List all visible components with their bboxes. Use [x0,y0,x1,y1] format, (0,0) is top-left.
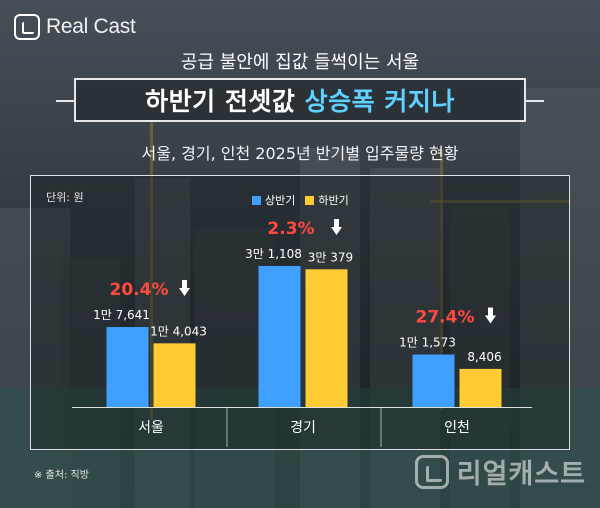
realcast-logo: Real Cast [14,14,136,40]
chart-caption: 서울, 경기, 인천 2025년 반기별 입주물량 현황 [141,144,459,163]
bar [258,266,301,407]
source-note: ※ 출처: 직방 [34,470,89,481]
title-part2: 상승폭 커지나 [304,87,455,116]
change-label: 2.3% [267,219,314,239]
bar [305,269,348,407]
unit-label: 단위: 원 [46,191,84,204]
bar-value-label: 3만 1,108 [245,247,302,261]
change-label: 20.4% [110,280,169,300]
title-part1: 하반기 전셋값 [145,87,296,116]
watermark-logo-icon [414,454,449,489]
down-arrow-icon [179,280,190,297]
bar-value-label: 3만 379 [308,250,353,264]
subtitle: 공급 불안에 집값 들썩이는 서울 [180,52,420,73]
legend-label-second-half: 하반기 [318,194,349,207]
bar-value-label: 1만 7,641 [93,308,150,322]
realcast-logo-icon [14,14,40,40]
legend-swatch-first-half [252,195,261,205]
bar [106,327,149,407]
title-box: 하반기 전셋값 상승폭 커지나 [56,78,544,122]
bar-value-label: 1만 1,573 [399,336,456,350]
down-arrow-icon [485,307,496,324]
category-label: 경기 [290,420,316,436]
page-title: 하반기 전셋값 상승폭 커지나 [145,82,455,118]
watermark-text: 리얼캐스트 [456,459,586,490]
legend-second-half: 하반기 [305,192,349,208]
category-label: 인천 [444,420,470,436]
watermark: 리얼캐스트 [414,452,586,491]
legend-label-first-half: 상반기 [265,194,296,207]
down-arrow-icon [331,219,342,235]
bar [412,354,455,407]
logo-text: Real Cast [46,15,136,38]
bar [459,368,502,407]
category-label: 서울 [138,420,164,436]
change-label: 27.4% [416,308,475,328]
bar-value-label: 1만 4,043 [150,324,207,338]
bar [153,343,196,407]
legend-swatch-second-half [305,195,315,205]
chart-legend: 상반기 하반기 [252,192,349,208]
bar-value-label: 8,406 [467,350,501,364]
legend-first-half: 상반기 [252,192,295,208]
